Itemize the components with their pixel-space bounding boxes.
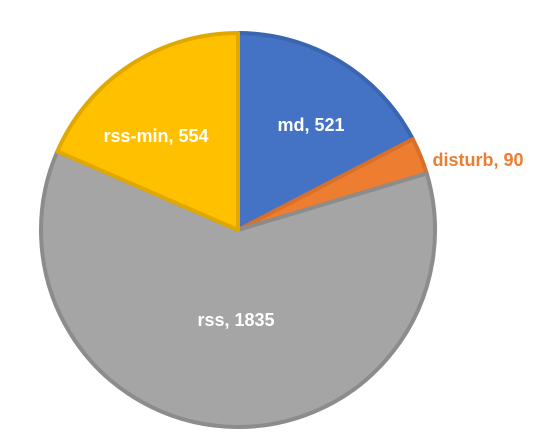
data-label-md: md, 521 — [277, 115, 344, 135]
pie-slice-md — [236, 31, 415, 232]
data-label-disturb: disturb, 90 — [432, 150, 523, 170]
pie-slice-rss — [39, 149, 437, 429]
pie-data-labels: md, 521 disturb, 90 rss, 1835 rss-min, 554 — [103, 115, 523, 330]
data-label-rss-min: rss-min, 554 — [103, 126, 208, 146]
data-label-rss: rss, 1835 — [197, 310, 274, 330]
pie-slices — [39, 31, 437, 429]
pie-slice-rss-min — [55, 31, 240, 232]
